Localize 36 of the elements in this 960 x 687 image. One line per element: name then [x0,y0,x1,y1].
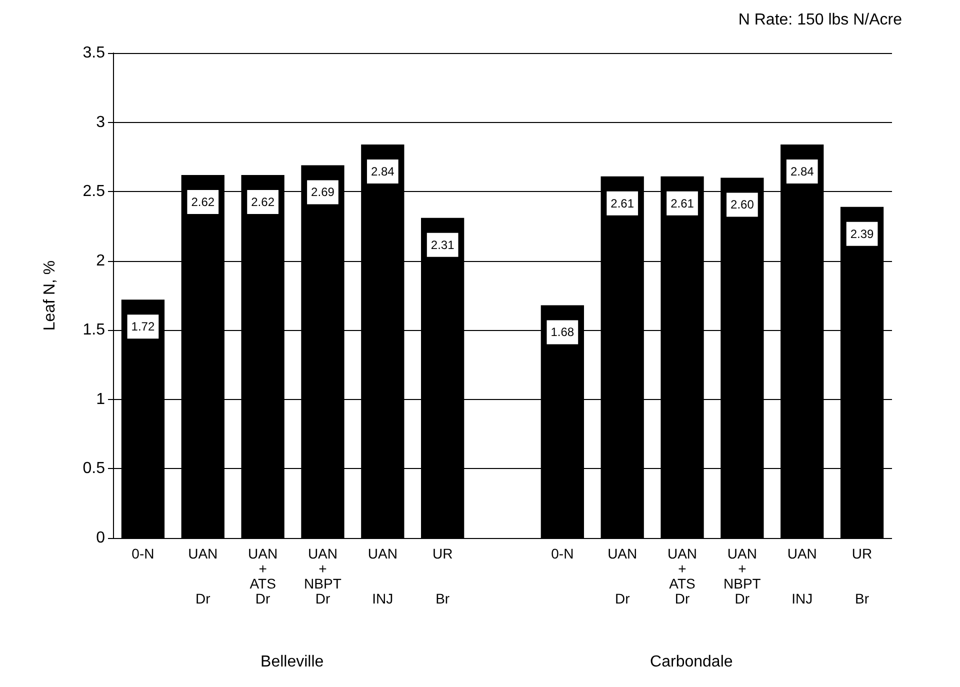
text: Carbondale [650,654,733,670]
category-label: UR Br [852,546,872,606]
data-label: 2.61 [610,196,634,210]
data-label: 2.60 [730,198,754,212]
y-tick-label: 3 [96,114,106,131]
x-tick-label: UAN + ATS Dr [667,546,698,606]
x-tick-label: 0-N [551,546,574,562]
y-tick-label: 0.5 [82,460,106,478]
category-label: UAN Dr [608,546,638,606]
data-label: 2.69 [311,185,335,200]
category-label: UAN Dr [188,546,218,606]
data-label: 1.68 [550,325,574,340]
category-label: UAN INJ [787,546,817,606]
x-tick-label: UAN + NBPT Dr [304,546,342,606]
y-axis-title: Leaf N, % [42,260,58,331]
data-label: 2.61 [670,196,694,210]
y-tick-label: 1 [96,390,106,408]
text: Belleville [260,654,324,670]
data-label: 1.72 [131,320,155,334]
y-tick-label: 2 [96,252,106,270]
x-tick-label: UAN + NBPT Dr [724,546,762,606]
data-label: 2.62 [251,194,275,209]
data-label: 2.39 [850,226,874,241]
data-label: 2.62 [191,194,215,209]
x-tick-label: 0-N [132,546,154,562]
y-tick-label: 0 [96,530,106,546]
category-label: UAN INJ [368,546,398,606]
x-tick-label: UAN + ATS Dr [248,546,278,606]
y-tick-label: 3.5 [82,44,106,62]
category-label: UR Br [432,546,453,606]
y-tick-label: 1.5 [82,322,106,339]
data-label: 2.31 [430,238,455,252]
data-label: 2.84 [790,164,814,178]
data-label: 2.84 [370,164,395,178]
y-tick-label: 2.5 [82,183,106,200]
chart-subtitle: N Rate: 150 lbs N/Acre [738,12,902,28]
